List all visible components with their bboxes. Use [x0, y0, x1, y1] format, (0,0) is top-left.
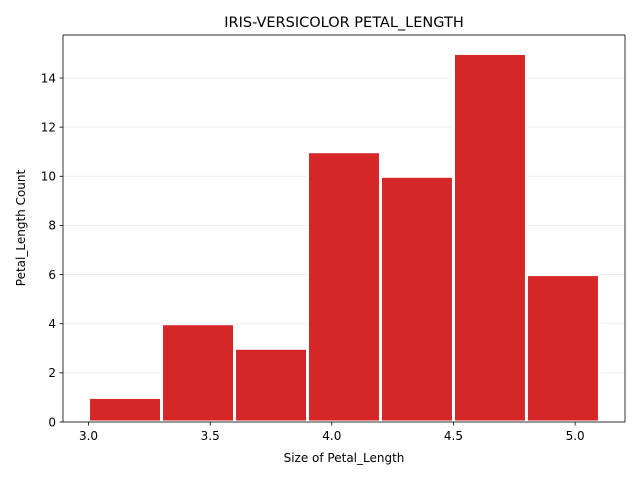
histogram-bar	[524, 273, 601, 424]
y-axis-label: Petal_Length Count	[14, 169, 28, 286]
histogram-bar	[160, 322, 237, 424]
y-tick-label: 0	[48, 415, 56, 429]
y-tick-label: 2	[48, 366, 56, 380]
histogram-bar	[233, 346, 310, 424]
x-tick-label: 4.5	[444, 429, 463, 443]
x-tick-label: 3.5	[201, 429, 220, 443]
x-axis-label: Size of Petal_Length	[284, 451, 405, 465]
y-tick-label: 12	[41, 120, 56, 134]
x-tick-label: 5.0	[566, 429, 585, 443]
histogram-bar	[378, 174, 455, 424]
y-tick-label: 4	[48, 317, 56, 331]
chart-title: IRIS-VERSICOLOR PETAL_LENGTH	[224, 15, 464, 31]
plot-area-frame	[62, 34, 626, 423]
y-tick-label: 6	[48, 268, 56, 282]
histogram-bar	[306, 150, 382, 424]
x-tick-label: 3.0	[79, 429, 98, 443]
histogram-bars	[87, 51, 601, 424]
y-tick-label: 14	[41, 71, 56, 85]
y-axis-ticks: 0 2 4 6 8 10 12 14	[41, 71, 63, 429]
y-tick-label: 8	[48, 219, 56, 233]
histogram-bar	[451, 51, 528, 424]
y-tick-label: 10	[41, 170, 56, 184]
x-tick-label: 4.0	[322, 429, 341, 443]
x-axis-ticks: 3.0 3.5 4.0 4.5 5.0	[79, 422, 585, 443]
histogram-bar	[87, 395, 164, 424]
